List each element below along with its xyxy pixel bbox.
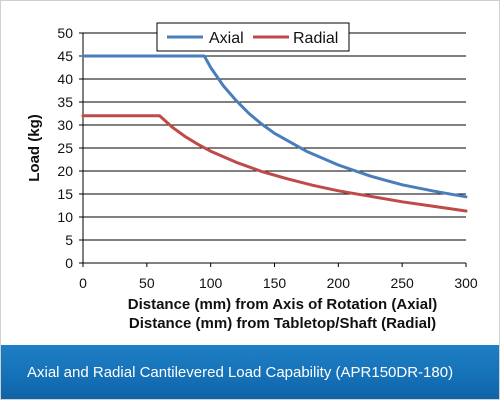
caption-bar: Axial and Radial Cantilevered Load Capab… [1,345,499,399]
x-tick-label: 100 [199,275,223,291]
y-axis-title: Load (kg) [26,114,43,182]
y-tick-label: 10 [57,209,73,225]
y-tick-label: 20 [57,163,73,179]
y-tick-label: 40 [57,71,73,87]
y-tick-label: 50 [57,25,73,41]
load-chart: 0 5 10 15 20 25 30 35 40 45 50 0 50 100 150 200 250 300 Ax… [26,22,478,332]
y-tick-label: 35 [57,94,73,110]
y-tick-label: 5 [65,232,73,248]
x-tick-label: 250 [390,275,414,291]
series-line-axial [81,54,468,199]
y-tick-label: 0 [65,255,73,271]
x-axis-title-line: Distance (mm) from Axis of Rotation (Axi… [128,296,437,313]
x-tick-label: 50 [139,275,155,291]
y-tick-label: 45 [57,48,73,64]
x-tick-label: 150 [263,275,287,291]
x-tick-label: 0 [79,275,87,291]
x-tick-label: 200 [327,275,351,291]
chart-area: 0 5 10 15 20 25 30 35 40 45 50 0 50 100 150 200 250 300 Ax… [1,1,500,345]
legend-label-radial: Radial [293,30,338,47]
x-tick-label: 300 [454,275,478,291]
y-tick-label: 30 [57,117,73,133]
legend-label-axial: Axial [209,30,244,47]
figure-caption: Axial and Radial Cantilevered Load Capab… [27,363,454,381]
x-axis-title-line: Distance (mm) from Tabletop/Shaft (Radia… [129,315,436,332]
series-line-radial [81,114,468,213]
y-tick-label: 15 [57,186,73,202]
y-tick-label: 25 [57,140,73,156]
